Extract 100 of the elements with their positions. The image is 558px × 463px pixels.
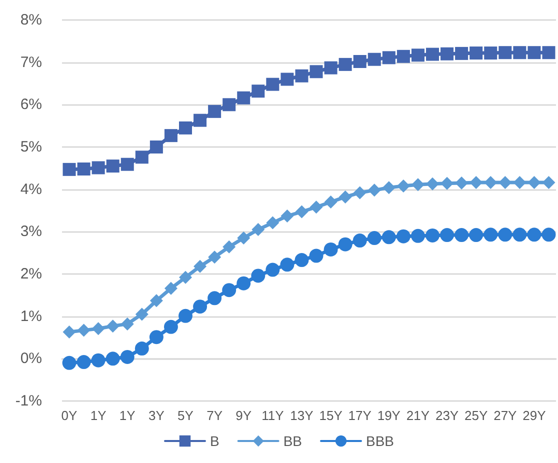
point: [208, 250, 222, 264]
point: [382, 230, 396, 244]
point: [120, 350, 134, 364]
x-tick-label: 13Y: [290, 408, 314, 423]
point: [542, 176, 556, 190]
x-tick-label: 3Y: [148, 408, 165, 423]
point: [76, 355, 91, 370]
point: [106, 160, 120, 173]
point: [455, 46, 468, 60]
point: [62, 162, 76, 176]
point: [295, 205, 308, 218]
point: [134, 342, 149, 356]
x-tick-label: 25Y: [464, 408, 488, 423]
point: [91, 353, 106, 368]
point: [455, 176, 468, 190]
y-tick-label: 1%: [20, 308, 42, 325]
point: [164, 129, 178, 142]
point: [164, 282, 178, 295]
point: [484, 46, 498, 60]
y-tick-label: 5%: [20, 138, 42, 156]
point: [396, 229, 410, 244]
point: [92, 322, 105, 336]
point: [382, 181, 396, 194]
point: [280, 72, 294, 86]
point: [222, 98, 236, 112]
point: [222, 240, 236, 254]
point: [178, 308, 192, 323]
point: [498, 46, 512, 60]
point: [368, 184, 381, 197]
x-tick-label: 29Y: [522, 408, 546, 423]
x-tick-label: 1Y: [90, 408, 107, 423]
point: [236, 276, 251, 290]
x-tick-label: 21Y: [406, 408, 430, 423]
point: [512, 228, 527, 242]
point: [426, 48, 439, 61]
point: [542, 46, 556, 60]
point: [470, 176, 483, 190]
point: [310, 65, 323, 78]
point: [353, 186, 366, 200]
point: [237, 232, 250, 245]
x-tick-label: 11Y: [262, 408, 284, 423]
point: [528, 46, 541, 60]
point: [498, 228, 512, 242]
y-tick-label: 2%: [20, 266, 42, 282]
y-tick-label: 6%: [20, 96, 42, 114]
point: [324, 242, 338, 256]
point: [135, 150, 148, 164]
point: [513, 176, 526, 190]
point: [469, 228, 484, 242]
point: [237, 91, 250, 104]
point: [440, 47, 454, 60]
point: [528, 176, 541, 190]
point: [484, 176, 498, 190]
point: [266, 216, 280, 230]
point: [454, 228, 469, 242]
point: [295, 69, 308, 82]
point: [106, 352, 120, 366]
point: [310, 200, 323, 214]
point: [150, 140, 163, 154]
point: [252, 84, 265, 98]
point: [498, 176, 512, 190]
point: [309, 248, 324, 263]
x-tick-label: 5Y: [178, 408, 194, 423]
point: [251, 268, 266, 283]
y-tick-label: 4%: [20, 180, 42, 198]
point: [470, 46, 483, 60]
point: [149, 330, 164, 344]
point: [352, 234, 367, 248]
x-tick-label: 1Y: [119, 408, 136, 423]
point: [353, 54, 366, 68]
y-tick-label: 7%: [20, 54, 42, 71]
x-tick-label: 9Y: [236, 408, 252, 423]
point: [135, 308, 148, 321]
y-tick-label: 3%: [20, 223, 42, 240]
point: [193, 300, 208, 314]
point: [266, 262, 280, 277]
point: [513, 46, 526, 60]
point: [410, 228, 425, 243]
x-tick-label: 0Y: [61, 408, 78, 423]
point: [338, 190, 352, 204]
point: [440, 176, 454, 190]
point: [77, 324, 90, 337]
point: [527, 228, 542, 242]
point: [120, 317, 134, 330]
point: [194, 114, 207, 127]
point: [179, 270, 192, 284]
point: [411, 178, 424, 192]
y-tick-label: 0%: [20, 350, 42, 368]
point: [542, 228, 556, 242]
point: [252, 223, 265, 236]
point: [164, 320, 178, 334]
point: [338, 58, 352, 71]
x-tick-label: 15Y: [319, 408, 343, 423]
point: [396, 50, 410, 63]
point: [179, 121, 192, 134]
legend-label: BBB: [366, 433, 394, 449]
x-tick-label: 23Y: [435, 408, 459, 423]
point: [280, 210, 294, 223]
point: [426, 228, 440, 242]
point: [222, 283, 236, 298]
